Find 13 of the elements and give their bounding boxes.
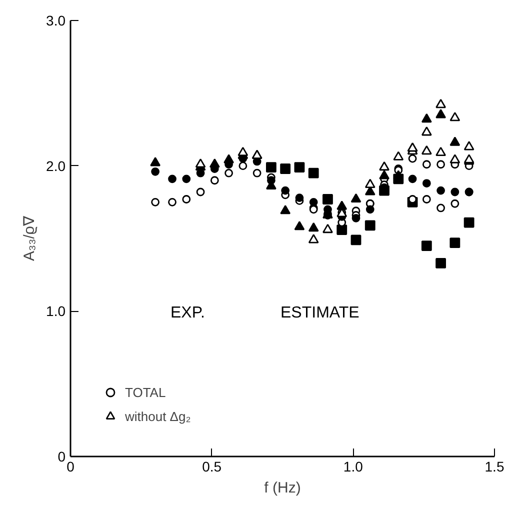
- x-tick-label: 0.5: [202, 458, 222, 474]
- y-tick-label: 1.0: [46, 303, 66, 320]
- y-tick-label: 3.0: [46, 12, 66, 28]
- y-tick-label: 2.0: [46, 158, 66, 174]
- annotation: ESTIMATE: [280, 304, 360, 322]
- y-tick-label: 0: [58, 448, 66, 464]
- x-tick-label: 1.5: [484, 458, 504, 474]
- annotation: EXP.: [170, 304, 205, 322]
- x-tick-label: 1.0: [343, 458, 364, 474]
- x-axis-title: f (Hz): [264, 480, 301, 496]
- legend-label: TOTAL: [125, 384, 166, 400]
- legend-label: without Δg₂: [125, 408, 191, 424]
- y-axis-title: A₃₃/ϱ∇: [21, 215, 38, 261]
